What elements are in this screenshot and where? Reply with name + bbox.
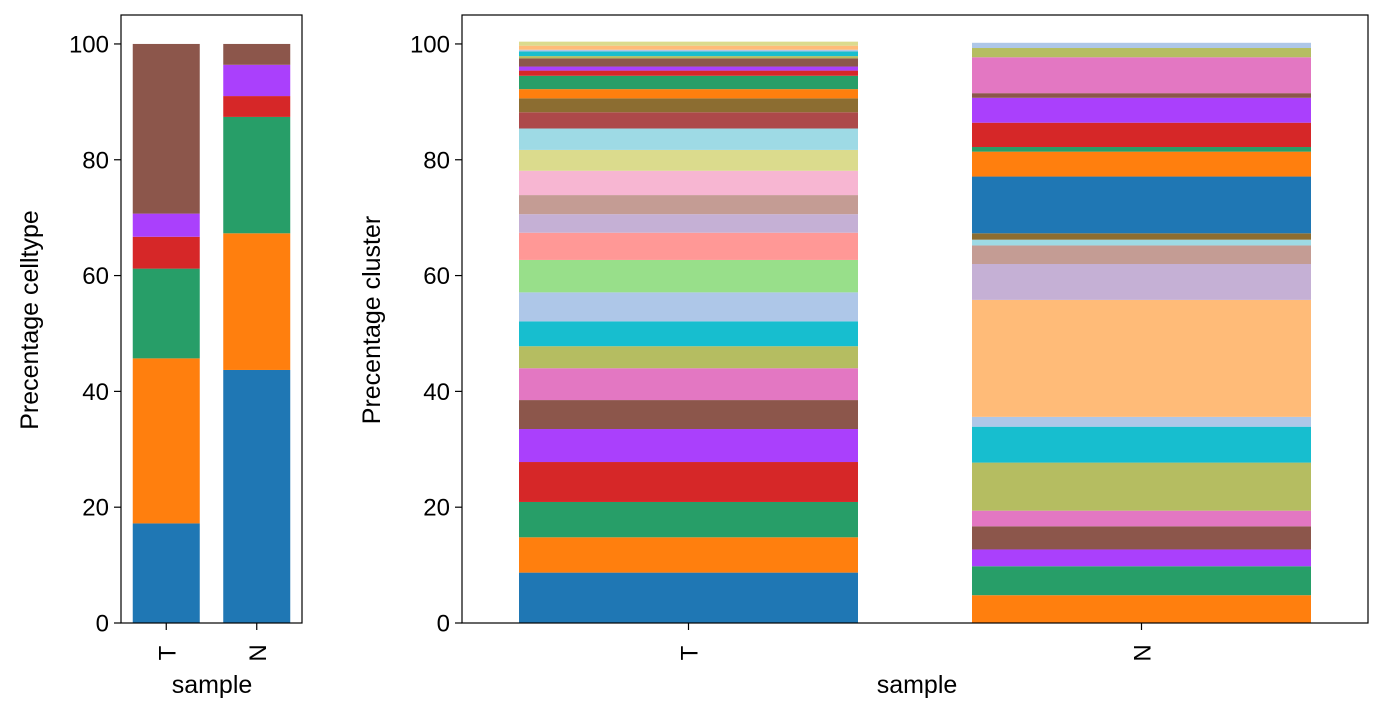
x-axis-label-celltype: sample [172, 671, 253, 699]
bar-segment-T-18 [519, 429, 858, 463]
bar-segment-T-3 [132, 236, 200, 269]
bar-segment-N-4 [223, 64, 291, 97]
y-tick-label: 80 [423, 147, 450, 174]
bar-segment-N-7 [972, 426, 1311, 463]
plot-frame [461, 14, 1369, 624]
y-tick-label: 80 [82, 147, 109, 174]
y-axis-label-celltype: Precentage celltype [16, 210, 44, 430]
bar-segment-T-39 [519, 51, 858, 57]
bar-segment-N-23 [972, 42, 1311, 48]
bar-segment-N-14 [972, 176, 1311, 234]
bar-segment-T-2 [132, 268, 200, 359]
y-tick-label: 60 [423, 263, 450, 290]
y-tick-label: 100 [69, 31, 109, 58]
bar-segment-N-4 [972, 526, 1311, 550]
bar-segment-T-20 [519, 368, 858, 401]
bar-segment-T-4 [132, 213, 200, 237]
bar-segment-T-30 [519, 128, 858, 150]
bar-segment-T-1 [519, 537, 858, 573]
bar-segment-T-25 [519, 232, 858, 260]
y-tick-label: 100 [410, 31, 450, 58]
bar-segment-N-16 [972, 147, 1311, 152]
celltype-chart: Precentage celltype sample T N 0 20 40 60 80 10… [16, 14, 303, 699]
bar-segment-N-0 [223, 369, 291, 623]
bar-segment-T-24 [519, 259, 858, 293]
bar-segment-T-27 [519, 195, 858, 215]
bar-segment-T-21 [519, 346, 858, 369]
bar-segment-N-1 [223, 233, 291, 370]
x-axis-label-cluster: sample [877, 671, 958, 699]
bar-segment-T-35 [519, 70, 858, 76]
bar-segment-T-31 [519, 112, 858, 129]
bar-segment-T-1 [132, 358, 200, 524]
x-tick-label-T: T [677, 645, 704, 660]
bar-segment-N-20 [972, 57, 1311, 94]
bar-segment-T-17 [519, 462, 858, 502]
bar-segment-T-34 [519, 75, 858, 90]
y-tick-label: 0 [96, 611, 109, 638]
bar-segment-T-2 [519, 501, 858, 538]
bar-segment-T-42 [519, 41, 858, 46]
bar-segment-N-15 [972, 151, 1311, 177]
bar-segment-T-19 [519, 400, 858, 430]
bar-segment-N-11 [972, 245, 1311, 264]
cluster-chart: Precentage cluster sample T N 0 20 40 60 80 100 [358, 14, 1369, 699]
bar-segment-T-29 [519, 149, 858, 171]
bar-segment-N-10 [972, 263, 1311, 300]
bar-segment-N-19 [972, 93, 1311, 98]
x-tick-label-N: N [245, 644, 272, 661]
bar-segment-T-37 [519, 58, 858, 67]
x-tick-label-T: T [154, 645, 181, 660]
bar-segment-N-2 [972, 566, 1311, 596]
y-tick-label: 20 [82, 495, 109, 522]
bars-group [519, 41, 1311, 623]
bar-segment-T-5 [132, 43, 200, 214]
bar-segment-N-21 [972, 48, 1311, 58]
y-tick-label: 60 [82, 263, 109, 290]
y-tick-label: 40 [82, 379, 109, 406]
bar-segment-T-40 [519, 49, 858, 52]
y-axis-label-cluster: Precentage cluster [358, 216, 386, 424]
bar-segment-T-41 [519, 45, 858, 50]
bar-segment-N-1 [972, 595, 1311, 623]
bar-segment-T-28 [519, 170, 858, 196]
y-tick-label: 0 [437, 611, 450, 638]
bar-segment-N-8 [972, 416, 1311, 427]
bar-segment-T-0 [132, 523, 200, 623]
x-tick-label-N: N [1130, 644, 1157, 661]
bar-segment-N-5 [972, 510, 1311, 527]
bar-segment-N-5 [223, 43, 291, 65]
bars-group [132, 43, 291, 623]
bar-segment-T-36 [519, 66, 858, 71]
bar-segment-T-38 [519, 56, 858, 59]
bar-segment-N-17 [972, 122, 1311, 148]
y-tick-label: 20 [423, 495, 450, 522]
bar-segment-T-23 [519, 292, 858, 322]
bar-segment-T-33 [519, 89, 858, 99]
bar-segment-N-13 [972, 233, 1311, 240]
y-tick-label: 40 [423, 379, 450, 406]
bar-segment-N-12 [972, 239, 1311, 246]
bar-segment-N-6 [972, 462, 1311, 511]
bar-segment-N-3 [223, 96, 291, 117]
bar-segment-N-18 [972, 97, 1311, 123]
bar-segment-N-2 [223, 116, 291, 234]
plot-frame [120, 14, 303, 624]
bar-segment-T-32 [519, 98, 858, 113]
bar-segment-N-3 [972, 549, 1311, 567]
bar-segment-T-22 [519, 321, 858, 347]
bar-segment-N-9 [972, 299, 1311, 417]
bar-segment-T-26 [519, 214, 858, 233]
bar-segment-T-0 [519, 572, 858, 623]
